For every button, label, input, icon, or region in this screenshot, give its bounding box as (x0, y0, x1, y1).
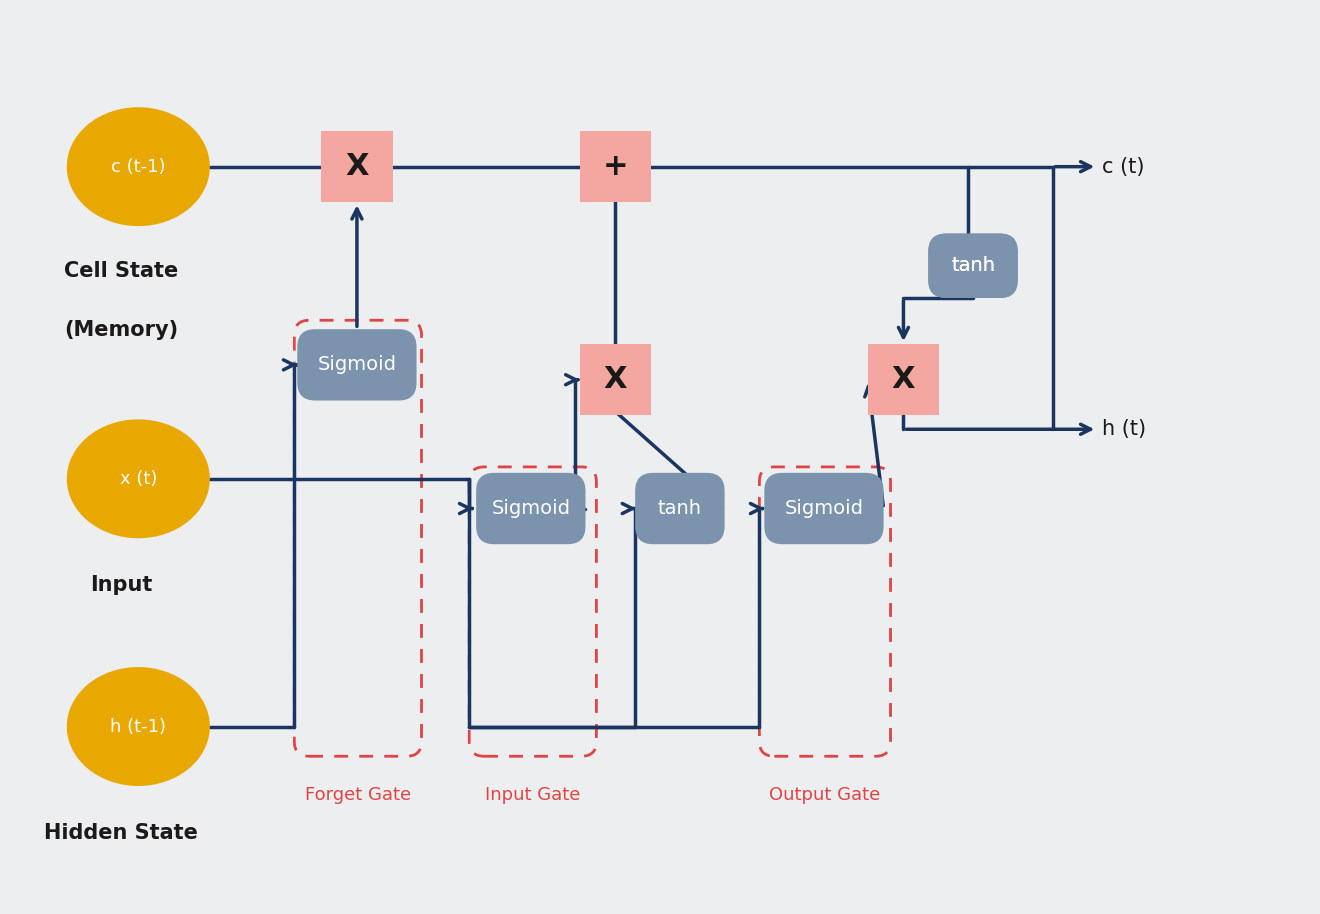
Ellipse shape (67, 667, 210, 786)
Ellipse shape (67, 420, 210, 538)
Text: X: X (892, 366, 915, 394)
FancyBboxPatch shape (867, 344, 940, 415)
FancyBboxPatch shape (579, 344, 651, 415)
Text: tanh: tanh (657, 499, 702, 518)
FancyBboxPatch shape (928, 234, 1018, 298)
Text: +: + (602, 152, 628, 181)
Text: h (t-1): h (t-1) (111, 717, 166, 736)
FancyBboxPatch shape (579, 131, 651, 202)
Text: Cell State: Cell State (65, 260, 178, 281)
Text: tanh: tanh (950, 256, 995, 275)
Text: Sigmoid: Sigmoid (784, 499, 863, 518)
Text: Input Gate: Input Gate (486, 786, 581, 804)
FancyBboxPatch shape (297, 329, 417, 400)
Text: Sigmoid: Sigmoid (317, 356, 396, 375)
FancyBboxPatch shape (477, 473, 586, 544)
Text: Hidden State: Hidden State (45, 823, 198, 843)
Text: x (t): x (t) (120, 470, 157, 488)
Ellipse shape (67, 107, 210, 226)
Text: Input: Input (90, 575, 153, 595)
Text: h (t): h (t) (1102, 420, 1146, 440)
FancyBboxPatch shape (928, 234, 1018, 298)
Text: c (t): c (t) (1102, 156, 1144, 176)
Text: Forget Gate: Forget Gate (305, 786, 411, 804)
FancyBboxPatch shape (321, 131, 392, 202)
Text: Output Gate: Output Gate (770, 786, 880, 804)
Text: c (t-1): c (t-1) (111, 158, 165, 175)
Text: (Memory): (Memory) (65, 320, 178, 340)
Text: X: X (345, 152, 368, 181)
Text: X: X (603, 366, 627, 394)
Text: tanh: tanh (950, 256, 995, 275)
Text: Sigmoid: Sigmoid (491, 499, 570, 518)
FancyBboxPatch shape (764, 473, 883, 544)
FancyBboxPatch shape (635, 473, 725, 544)
